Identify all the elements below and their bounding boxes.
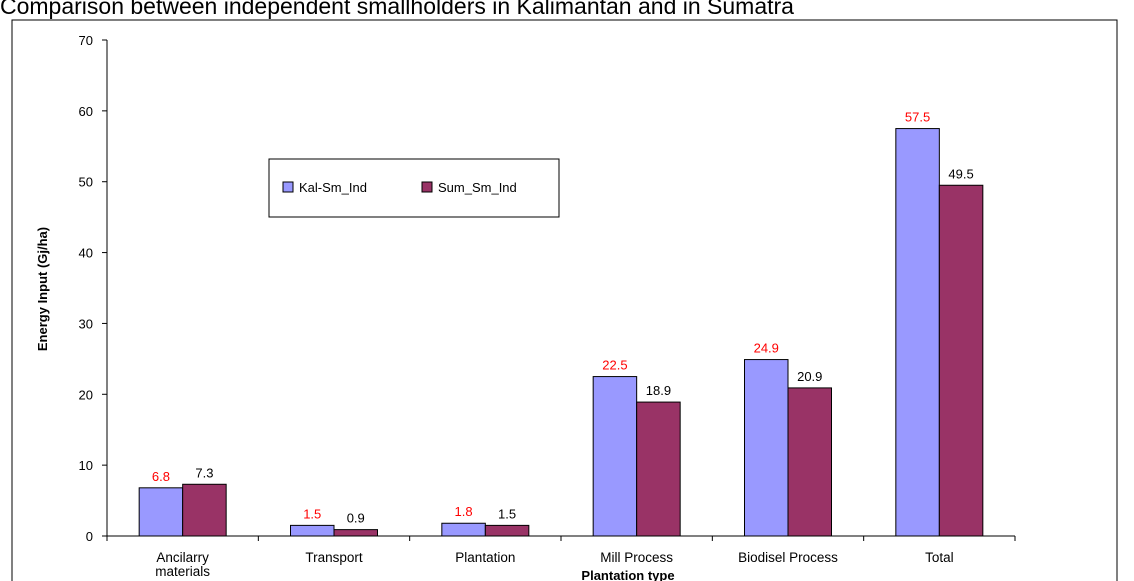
chart-area-border xyxy=(11,19,1118,581)
bar-Sum_Sm_Ind xyxy=(333,529,378,537)
y-tick-label: 50 xyxy=(79,175,93,190)
bar-Sum_Sm_Ind xyxy=(182,483,227,537)
y-axis: 0 10 20 30 40 50 60 70 xyxy=(79,33,108,544)
data-label-Sum_Sm_Ind: 0.9 xyxy=(347,511,365,526)
x-category-label: Biodisel Process xyxy=(738,550,838,565)
x-category-label: Mill Process xyxy=(600,550,673,565)
y-tick-label: 30 xyxy=(79,316,93,331)
legend-box xyxy=(268,158,560,218)
bars xyxy=(138,128,984,537)
bar-Sum_Sm_Ind xyxy=(484,524,530,537)
data-label-Kal-Sm_Ind: 1.8 xyxy=(455,504,473,519)
bar-Kal-Sm_Ind xyxy=(290,524,335,537)
y-tick-label: 10 xyxy=(79,458,93,473)
bar-Kal-Sm_Ind xyxy=(895,128,940,537)
x-category-label: materials xyxy=(155,564,210,579)
x-category-label: Total xyxy=(925,550,954,565)
legend-label-Sum_Sm_Ind: Sum_Sm_Ind xyxy=(438,180,517,195)
y-axis-title: Energy Input (Gj/ha) xyxy=(35,227,50,351)
data-label-Sum_Sm_Ind: 49.5 xyxy=(948,166,973,181)
x-category-label: Plantation xyxy=(455,550,515,565)
legend: Kal-Sm_Ind Sum_Sm_Ind xyxy=(268,158,560,218)
chart-title: Comparison between independent smallhold… xyxy=(0,0,794,19)
bar-Kal-Sm_Ind xyxy=(138,487,184,537)
data-label-Kal-Sm_Ind: 57.5 xyxy=(905,110,930,125)
bar-Sum_Sm_Ind xyxy=(636,401,681,537)
y-tick-label: 20 xyxy=(79,387,93,402)
bar-Sum_Sm_Ind xyxy=(938,184,984,537)
x-category-label: Ancilarry xyxy=(156,550,209,565)
y-tick-label: 0 xyxy=(86,529,93,544)
data-label-Kal-Sm_Ind: 24.9 xyxy=(754,341,779,356)
y-tick-label: 40 xyxy=(79,246,93,261)
data-label-Sum_Sm_Ind: 1.5 xyxy=(498,506,516,521)
data-label-Sum_Sm_Ind: 18.9 xyxy=(646,383,671,398)
x-category-label: Transport xyxy=(305,550,363,565)
bar-Kal-Sm_Ind xyxy=(441,522,486,537)
bar-Kal-Sm_Ind xyxy=(592,376,638,537)
bar-Kal-Sm_Ind xyxy=(744,359,789,537)
data-label-Sum_Sm_Ind: 7.3 xyxy=(195,465,213,480)
y-tick-label: 60 xyxy=(79,104,93,119)
legend-swatch-Sum_Sm_Ind xyxy=(421,181,433,193)
legend-label-Kal-Sm_Ind: Kal-Sm_Ind xyxy=(299,180,367,195)
data-label-Kal-Sm_Ind: 1.5 xyxy=(303,506,321,521)
x-axis-title: Plantation type xyxy=(581,568,674,581)
data-label-Kal-Sm_Ind: 22.5 xyxy=(602,358,627,373)
data-labels: 6.8 1.5 1.8 22.5 24.9 57.5 7.3 0.9 1.5 18.9 20.9 49… xyxy=(152,110,974,526)
data-label-Kal-Sm_Ind: 6.8 xyxy=(152,469,170,484)
data-label-Sum_Sm_Ind: 20.9 xyxy=(797,369,822,384)
y-tick-label: 70 xyxy=(79,33,93,48)
bar-Sum_Sm_Ind xyxy=(787,387,832,537)
legend-swatch-Kal-Sm_Ind xyxy=(282,181,294,193)
